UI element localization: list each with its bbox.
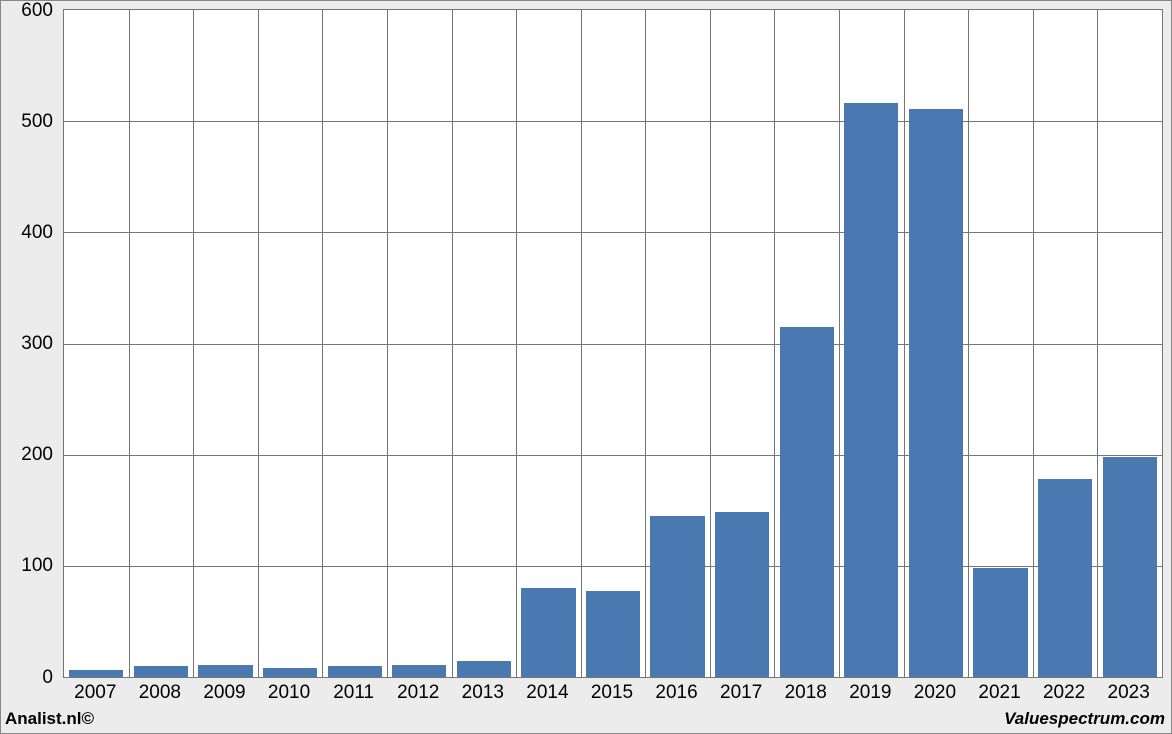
- ytick-label: 200: [1, 444, 53, 466]
- gridline-x: [774, 10, 775, 677]
- xtick-label: 2014: [515, 682, 580, 704]
- gridline-x: [904, 10, 905, 677]
- bar: [521, 588, 575, 677]
- gridline-x: [258, 10, 259, 677]
- bar: [328, 666, 382, 677]
- gridline-x: [452, 10, 453, 677]
- ytick-label: 300: [1, 333, 53, 355]
- gridline-x: [710, 10, 711, 677]
- bar: [973, 568, 1027, 677]
- gridline-x: [839, 10, 840, 677]
- gridline-x: [193, 10, 194, 677]
- gridline-x: [516, 10, 517, 677]
- ytick-label: 600: [1, 0, 53, 22]
- footer-right: Valuespectrum.com: [1004, 709, 1165, 729]
- bar: [392, 665, 446, 677]
- xtick-label: 2022: [1032, 682, 1097, 704]
- xtick-label: 2013: [451, 682, 516, 704]
- gridline-x: [322, 10, 323, 677]
- xtick-label: 2016: [644, 682, 709, 704]
- bar: [586, 591, 640, 677]
- gridline-y: [64, 455, 1162, 456]
- ytick-label: 100: [1, 555, 53, 577]
- bar: [909, 109, 963, 677]
- bar: [457, 661, 511, 677]
- xtick-label: 2008: [128, 682, 193, 704]
- bar: [1038, 479, 1092, 677]
- plot-area: [63, 9, 1163, 678]
- gridline-x: [968, 10, 969, 677]
- bar: [715, 512, 769, 677]
- xtick-label: 2007: [63, 682, 128, 704]
- xtick-label: 2019: [838, 682, 903, 704]
- xtick-label: 2017: [709, 682, 774, 704]
- xtick-label: 2012: [386, 682, 451, 704]
- bar: [69, 670, 123, 677]
- bar: [844, 103, 898, 677]
- xtick-label: 2011: [321, 682, 386, 704]
- gridline-x: [387, 10, 388, 677]
- ytick-label: 0: [1, 667, 53, 689]
- bar: [263, 668, 317, 677]
- gridline-x: [1097, 10, 1098, 677]
- ytick-label: 400: [1, 222, 53, 244]
- chart-container: Analist.nl© Valuespectrum.com 0 100 200 300…: [0, 0, 1172, 734]
- xtick-label: 2015: [580, 682, 645, 704]
- gridline-y: [64, 121, 1162, 122]
- bar: [1103, 457, 1157, 677]
- gridline-y: [64, 232, 1162, 233]
- footer-left: Analist.nl©: [5, 709, 94, 729]
- gridline-x: [129, 10, 130, 677]
- gridline-y: [64, 566, 1162, 567]
- xtick-label: 2021: [967, 682, 1032, 704]
- xtick-label: 2023: [1096, 682, 1161, 704]
- ytick-label: 500: [1, 111, 53, 133]
- bar: [650, 516, 704, 677]
- bar: [780, 327, 834, 677]
- gridline-x: [581, 10, 582, 677]
- xtick-label: 2009: [192, 682, 257, 704]
- bar: [198, 665, 252, 677]
- bar: [134, 666, 188, 677]
- xtick-label: 2018: [773, 682, 838, 704]
- gridline-x: [645, 10, 646, 677]
- xtick-label: 2020: [903, 682, 968, 704]
- xtick-label: 2010: [257, 682, 322, 704]
- gridline-y: [64, 344, 1162, 345]
- gridline-x: [1033, 10, 1034, 677]
